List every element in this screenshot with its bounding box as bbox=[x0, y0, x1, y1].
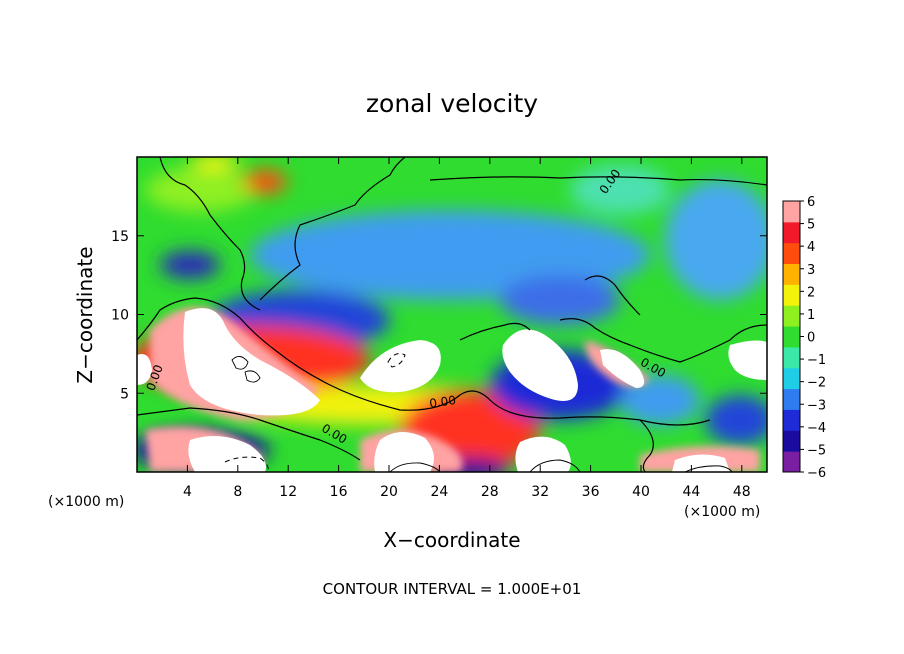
colorbar-tick-label: 2 bbox=[807, 285, 815, 300]
contour-lines-thin bbox=[231, 356, 733, 472]
chart-title: zonal velocity bbox=[366, 89, 538, 118]
colorbar-segment bbox=[783, 367, 800, 390]
colorbar-segment bbox=[783, 346, 800, 369]
x-tick-label: 16 bbox=[330, 484, 348, 500]
colorbar-segment bbox=[783, 201, 800, 223]
x-tick-label: 4 bbox=[183, 484, 192, 500]
y-ticks: 5 10 15 bbox=[111, 229, 767, 402]
contour-interval-note: CONTOUR INTERVAL = 1.000E+01 bbox=[323, 580, 582, 598]
contour-lines-dashed bbox=[224, 353, 406, 472]
colorbar-segment bbox=[783, 430, 800, 452]
colorbar-segment bbox=[783, 284, 800, 306]
x-tick-label: 28 bbox=[481, 484, 499, 500]
x-unit-right: (×1000 m) bbox=[684, 504, 760, 520]
colorbar-segment bbox=[783, 263, 800, 285]
x-tick-label: 36 bbox=[582, 484, 600, 500]
colorbar-tick-label: 0 bbox=[807, 331, 815, 346]
colorbar-tick-label: −4 bbox=[807, 421, 826, 436]
x-ticks: 4 8 12 16 20 24 28 32 36 40 44 48 bbox=[183, 157, 751, 500]
colorbar-tick-label: −6 bbox=[807, 466, 826, 481]
colorbar-tick-label: −1 bbox=[807, 353, 826, 368]
colorbar-segment bbox=[783, 326, 800, 348]
colorbar-tick-label: −3 bbox=[807, 398, 826, 413]
colorbar-segment bbox=[783, 451, 800, 473]
x-tick-label: 20 bbox=[380, 484, 398, 500]
x-tick-label: 12 bbox=[279, 484, 297, 500]
x-tick-label: 24 bbox=[430, 484, 448, 500]
y-tick-label: 15 bbox=[111, 229, 129, 245]
colorbar-tick-label: −2 bbox=[807, 376, 826, 391]
colorbar-segment bbox=[783, 388, 800, 410]
x-tick-label: 8 bbox=[233, 484, 242, 500]
colorbar: 6 5 4 3 2 1 0 −1 −2 −3 −4 −5 −6 bbox=[782, 195, 826, 481]
contour-label: 0.00 bbox=[428, 393, 456, 411]
colorbar-tick-label: 1 bbox=[807, 308, 815, 323]
y-axis-label: Z−coordinate bbox=[73, 246, 97, 383]
x-tick-label: 48 bbox=[733, 484, 751, 500]
colorbar-segment bbox=[783, 305, 800, 327]
colorbar-segment bbox=[783, 221, 800, 244]
colorbar-tick-label: 4 bbox=[807, 240, 815, 255]
y-tick-label: 5 bbox=[120, 386, 129, 402]
colorbar-tick-label: 3 bbox=[807, 263, 815, 278]
x-axis-label: X−coordinate bbox=[383, 528, 520, 552]
x-tick-label: 32 bbox=[531, 484, 549, 500]
colorbar-tick-label: 5 bbox=[807, 218, 815, 233]
x-unit-left: (×1000 m) bbox=[48, 494, 124, 510]
x-tick-label: 44 bbox=[682, 484, 700, 500]
y-tick-label: 10 bbox=[111, 308, 129, 324]
colorbar-segment bbox=[783, 409, 800, 431]
contour-lines bbox=[137, 157, 767, 472]
colorbar-tick-label: 6 bbox=[807, 195, 815, 210]
heatmap-field bbox=[137, 157, 767, 472]
colorbar-segment bbox=[783, 242, 800, 265]
x-tick-label: 40 bbox=[632, 484, 650, 500]
colorbar-tick-label: −5 bbox=[807, 443, 826, 458]
